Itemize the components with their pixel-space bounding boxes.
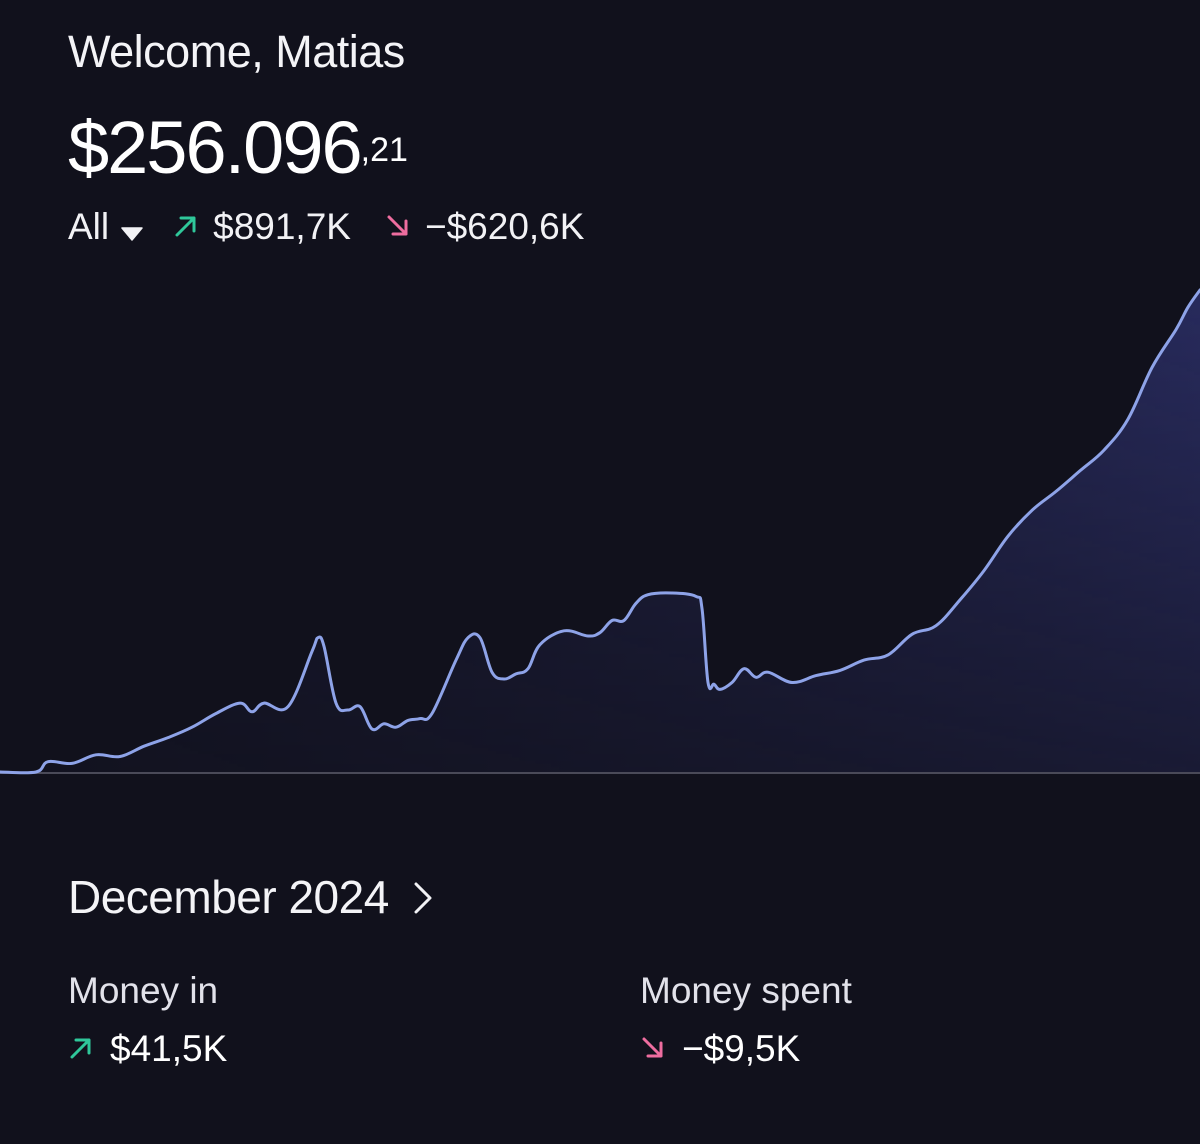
money-in-value: $41,5K — [110, 1028, 228, 1069]
chart-area-fill — [0, 290, 1200, 773]
balance-chart[interactable] — [0, 270, 1200, 790]
money-spent-value-row: −$9,5K — [640, 1024, 852, 1074]
money-spent-label: Money spent — [640, 970, 852, 1011]
balance-main: $256.096 — [68, 106, 363, 189]
total-money-out: −$620,6K — [385, 202, 584, 252]
month-title: December 2024 — [68, 871, 389, 923]
filter-label: All — [68, 206, 110, 247]
money-in-label: Money in — [68, 970, 219, 1011]
month-money-in[interactable]: Money in $41,5K — [68, 966, 227, 1074]
total-balance: $256.096,21 — [68, 108, 408, 188]
welcome-heading: Welcome, Matias — [68, 26, 405, 77]
account-filter-dropdown[interactable]: All — [68, 200, 143, 254]
balance-cents: ,21 — [360, 131, 408, 169]
money-in-value-row: $41,5K — [68, 1024, 227, 1074]
total-money-out-value: −$620,6K — [424, 206, 585, 247]
total-money-in: $891,7K — [173, 202, 351, 252]
month-money-spent[interactable]: Money spent −$9,5K — [640, 966, 852, 1074]
total-money-in-value: $891,7K — [213, 206, 351, 247]
arrow-up-right-icon — [173, 202, 199, 252]
chevron-right-icon — [413, 870, 433, 928]
chart-line — [0, 288, 1200, 775]
balance-summary: All $891,7K −$620,6K — [68, 200, 618, 254]
money-spent-value: −$9,5K — [682, 1028, 801, 1069]
arrow-up-right-icon — [68, 1024, 94, 1074]
caret-down-icon — [121, 204, 143, 254]
arrow-down-right-icon — [640, 1024, 666, 1074]
arrow-down-right-icon — [385, 202, 411, 252]
month-selector[interactable]: December 2024 — [68, 866, 433, 928]
